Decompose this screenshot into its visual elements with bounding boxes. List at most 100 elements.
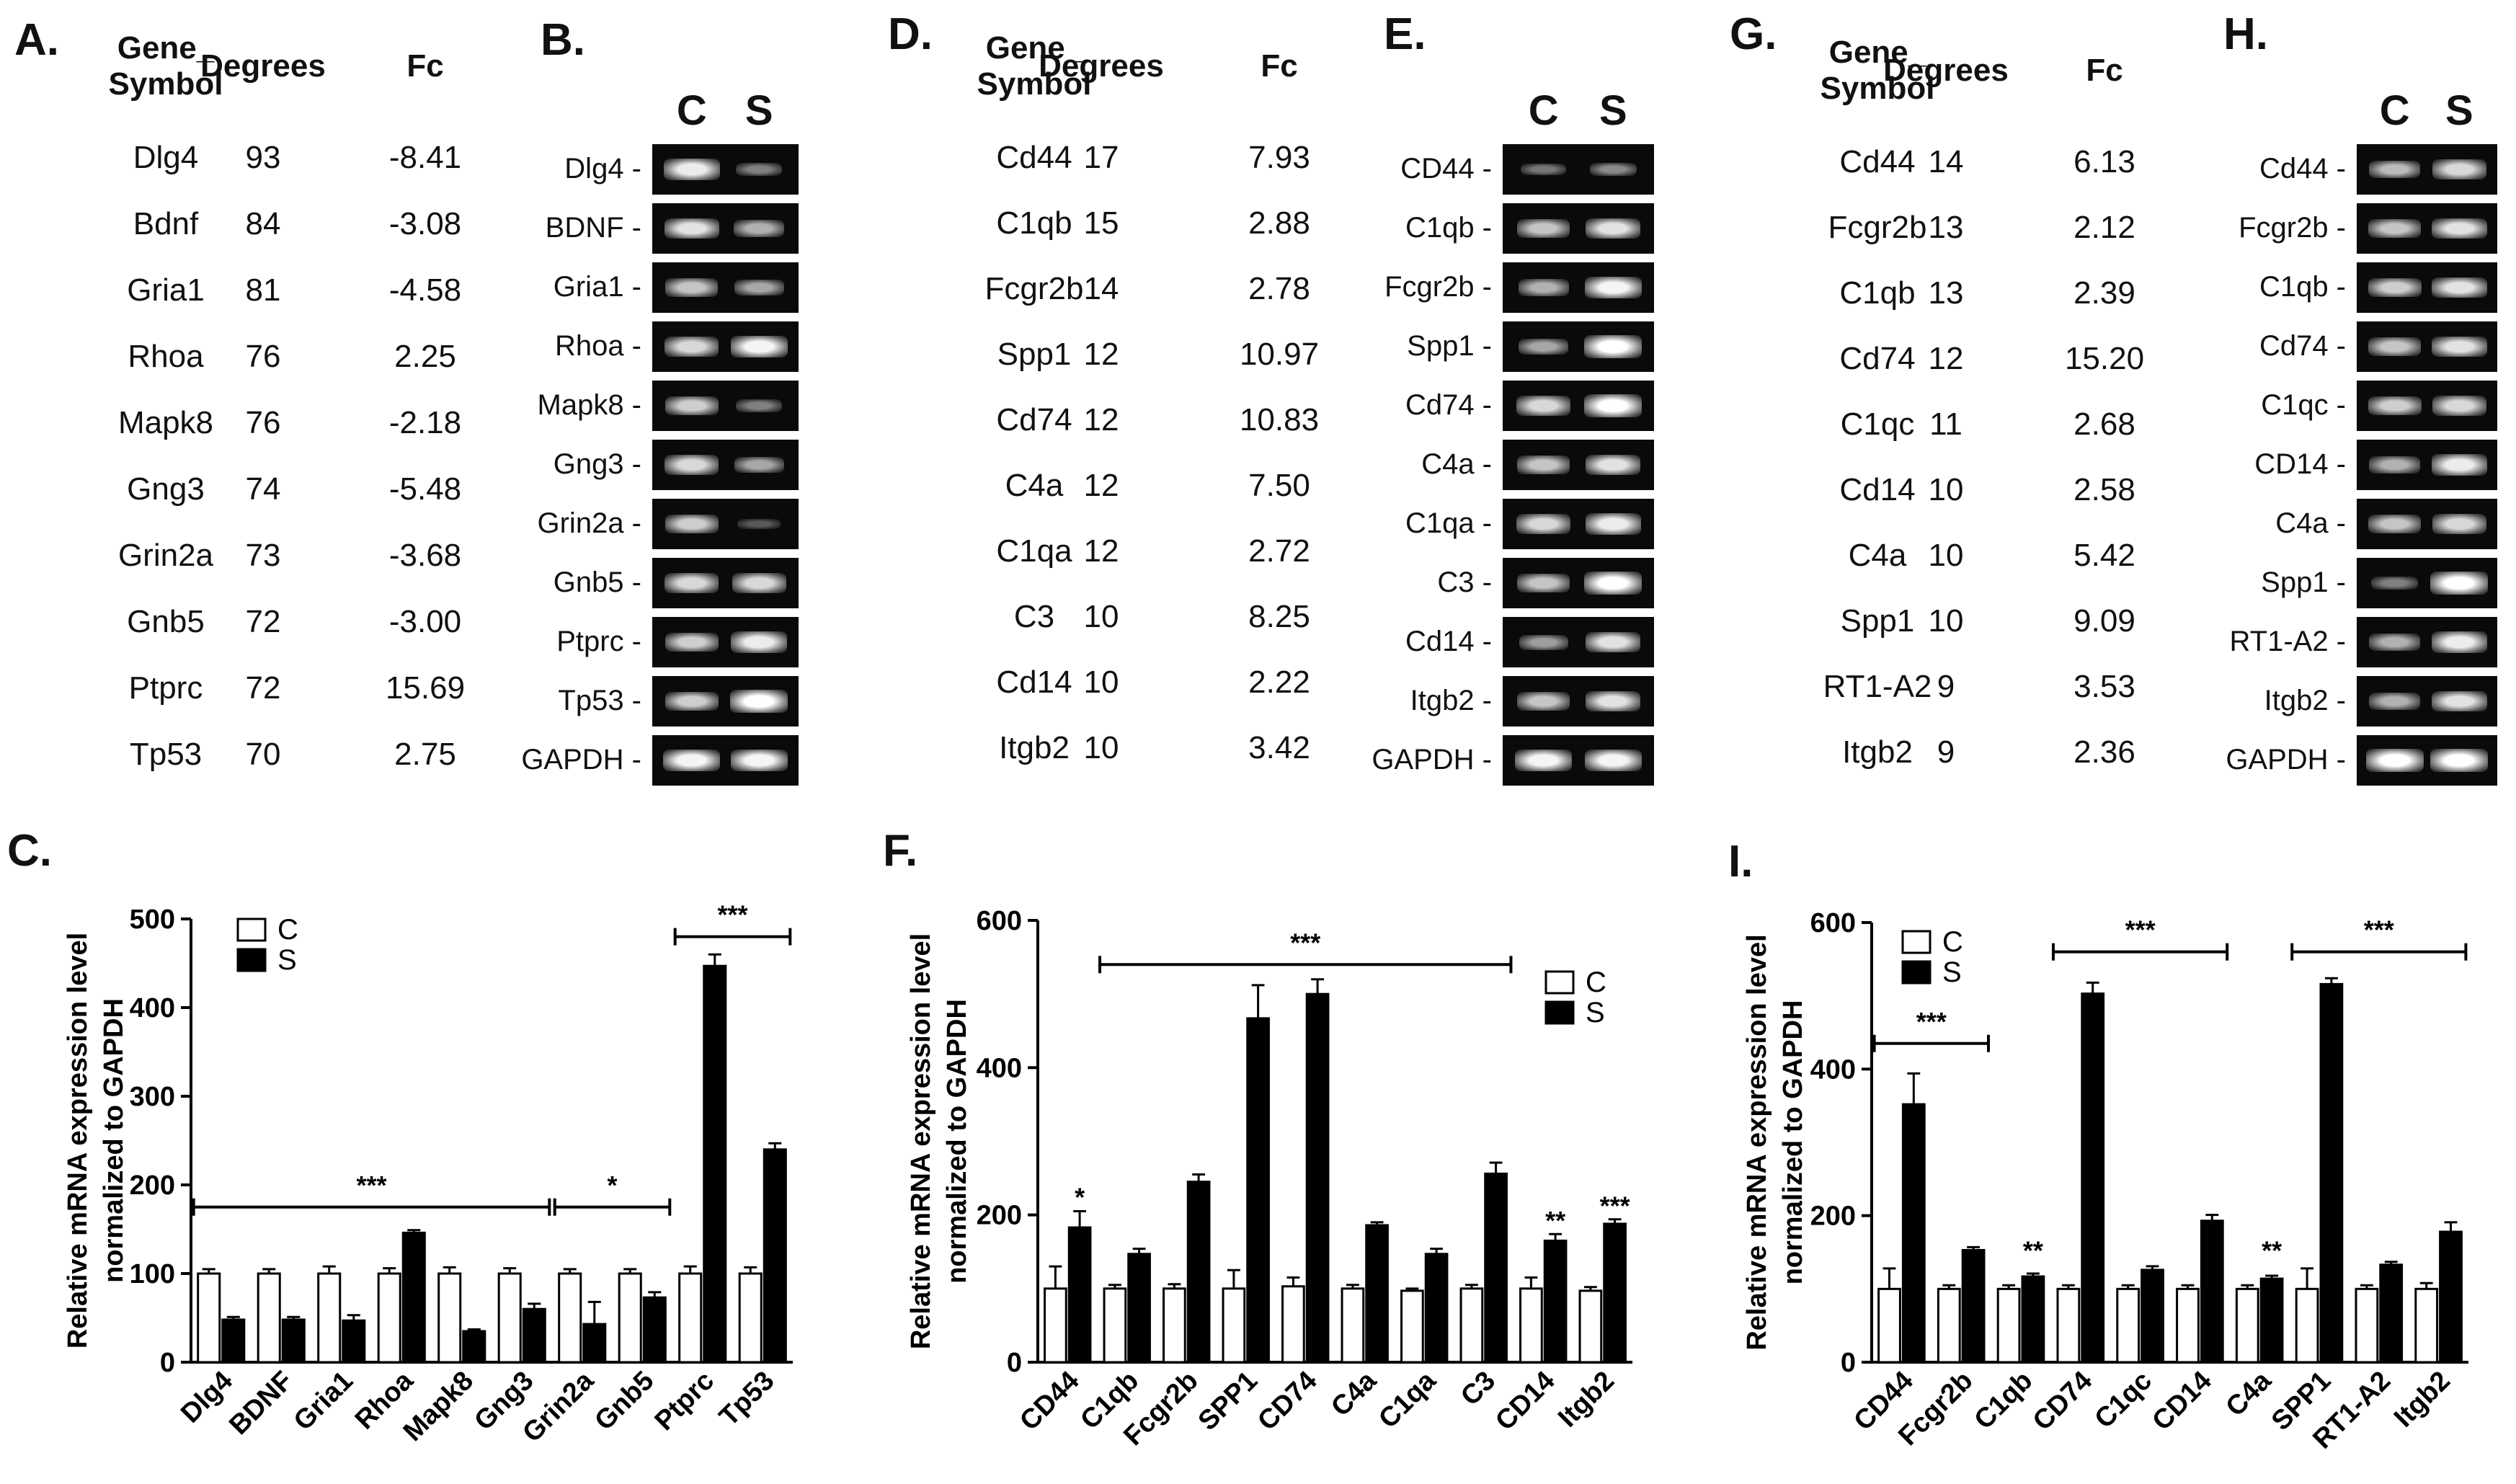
legend-label: S — [277, 944, 297, 976]
gene-symbol-cell: Cd74 — [996, 402, 1072, 437]
bar-sample — [1127, 1253, 1151, 1364]
fc-cell: 10.97 — [1239, 337, 1320, 372]
degrees-cell: 93 — [245, 140, 281, 175]
gene-symbol-cell: Dlg4 — [133, 140, 199, 175]
gel-strip — [1503, 676, 1654, 727]
fc-cell: -5.48 — [388, 471, 462, 507]
bar-sample — [1365, 1224, 1389, 1364]
gene-symbol-cell: Grin2a — [117, 538, 214, 573]
panel-letter-d: D. — [888, 9, 933, 59]
degrees-cell: 11 — [1929, 406, 1962, 442]
fc-cell: 2.58 — [2073, 472, 2135, 507]
gel-band-control — [664, 455, 719, 475]
gel-lane-label: Itgb2 - — [2264, 685, 2346, 716]
gel-band-control — [1517, 692, 1570, 711]
gel-strip — [2357, 676, 2497, 727]
gel-band-sample — [2430, 749, 2489, 772]
gel-band-control — [1519, 338, 1569, 355]
degrees-cell: 10 — [1928, 603, 1964, 639]
gel-band-sample — [2432, 396, 2486, 416]
gene-symbol-cell: C3 — [1013, 599, 1055, 634]
header-gene-symbol: Gene_ Symbol — [1820, 35, 1935, 106]
gene-symbol-cell: C1qa — [996, 533, 1072, 569]
gel-strip — [2357, 144, 2497, 195]
y-tick-label: 400 — [977, 1053, 1022, 1083]
panel-letter-f: F. — [883, 826, 918, 876]
fc-cell: 3.42 — [1248, 730, 1310, 765]
bar-control — [497, 1272, 522, 1364]
bar-control — [197, 1272, 221, 1364]
gel-lane-label: Ptprc - — [556, 626, 641, 657]
bar-control — [1281, 1285, 1305, 1364]
y-tick-label: 200 — [130, 1170, 175, 1201]
fc-cell: 2.72 — [1248, 533, 1310, 569]
gel-band-control — [2368, 515, 2422, 533]
fc-cell: -4.58 — [388, 272, 462, 308]
x-tick-label: Tp53 — [714, 1366, 780, 1432]
bar-sample — [2259, 1277, 2284, 1364]
gel-lane-label: Cd74 - — [2259, 330, 2346, 362]
gel-strip — [2357, 558, 2497, 608]
bar-control — [377, 1272, 401, 1364]
panel-letter-b: B. — [541, 15, 585, 65]
gel-band-sample — [2431, 454, 2488, 476]
gel-band-control — [2369, 693, 2420, 710]
gel-strip — [1503, 617, 1654, 667]
gel-band-sample — [735, 163, 783, 176]
legend-label: S — [1586, 997, 1605, 1028]
bar-control — [257, 1272, 281, 1364]
gel-band-control — [664, 337, 719, 357]
fc-cell: 8.25 — [1248, 599, 1310, 634]
bar-chart-f: 0 200 400 600 Relative mRNA expression level… — [906, 906, 1632, 1452]
gel-band-control — [2369, 456, 2420, 474]
degrees-cell: 74 — [245, 471, 281, 507]
gel-band-sample — [2431, 631, 2488, 653]
fc-cell: 2.22 — [1248, 665, 1310, 700]
bar-sample — [1067, 1226, 1092, 1364]
x-tick-label: SPP1 — [1193, 1366, 1263, 1436]
gel-strip — [1503, 735, 1654, 786]
header-fc: Fc — [2086, 53, 2123, 88]
bar-control — [2355, 1287, 2379, 1364]
bar-control — [437, 1272, 462, 1364]
gel-lane-label: Itgb2 - — [1410, 685, 1492, 716]
gel-strip — [2357, 321, 2497, 372]
gene-symbol-cell: Cd44 — [1839, 144, 1916, 179]
gel-lane-label: Cd74 - — [1405, 389, 1492, 421]
gel-band-sample — [1585, 513, 1642, 535]
bar-control — [1222, 1287, 1246, 1364]
bar-control — [1877, 1287, 1901, 1364]
degrees-cell: 10 — [1083, 665, 1119, 700]
fc-cell: 15.20 — [2064, 341, 2145, 376]
bar-control — [1044, 1287, 1067, 1364]
degrees-cell: 13 — [1928, 210, 1964, 245]
lane-header-s: S — [2445, 87, 2473, 134]
gel-lane-label: C4a - — [2275, 507, 2346, 539]
degrees-cell: 9 — [1937, 734, 1955, 770]
gel-band-sample — [1584, 394, 1642, 417]
gel-strip — [1503, 144, 1654, 195]
gel-band-sample — [2432, 277, 2487, 298]
header-gene-symbol: Gene_ Symbol — [977, 30, 1092, 102]
gene-symbol-cell: Rhoa — [128, 339, 204, 374]
bar-sample — [281, 1318, 306, 1364]
fc-cell: 2.36 — [2073, 734, 2135, 770]
gel-lane-label: Spp1 - — [2261, 567, 2346, 598]
gene-symbol-cell: RT1-A2 — [1823, 669, 1932, 704]
bar-control — [1578, 1289, 1603, 1364]
gel-strip — [652, 381, 799, 431]
bar-sample — [1901, 1103, 1926, 1364]
degrees-cell: 10 — [1083, 599, 1119, 634]
x-tick-label: Itgb2 — [1552, 1366, 1620, 1434]
degrees-cell: 10 — [1083, 730, 1119, 765]
lane-header-c: C — [1528, 87, 1559, 134]
gene-symbol-cell: Fcgr2b — [984, 271, 1084, 306]
bar-control — [1996, 1287, 2021, 1364]
x-tick-label: CD14 — [1490, 1366, 1560, 1436]
gel-lane-label: BDNF - — [545, 212, 641, 244]
x-tick-label: C3 — [1455, 1366, 1501, 1412]
fc-cell: -3.68 — [388, 538, 462, 573]
x-tick-label: Ptprc — [649, 1366, 720, 1436]
gel-strip — [2357, 617, 2497, 667]
bar-sample — [1246, 1017, 1270, 1364]
